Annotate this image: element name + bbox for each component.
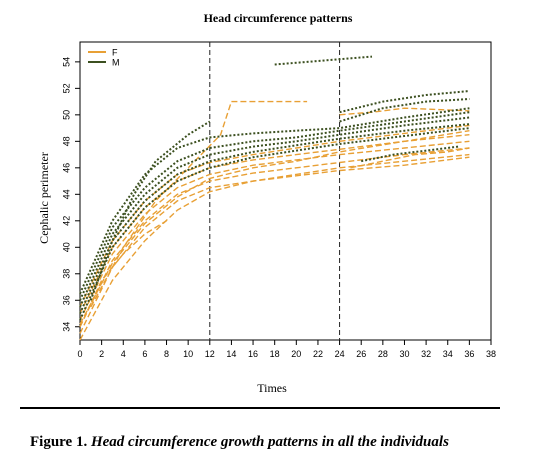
series-line-f xyxy=(79,220,167,328)
y-tick-label: 38 xyxy=(61,269,71,279)
x-tick-label: 32 xyxy=(421,349,431,359)
y-tick-label: 44 xyxy=(61,189,71,199)
x-tick-label: 38 xyxy=(486,349,496,359)
plot-frame xyxy=(79,41,492,341)
x-tick-label: 18 xyxy=(270,349,280,359)
x-tick-label: 10 xyxy=(183,349,193,359)
series-line-f xyxy=(79,134,470,314)
figure-caption: Figure 1. Head circumference growth patt… xyxy=(30,434,520,451)
y-tick-label: 42 xyxy=(61,216,71,226)
x-tick-label: 16 xyxy=(248,349,258,359)
y-tick-label: 50 xyxy=(61,110,71,120)
series-line-f xyxy=(350,147,470,169)
series-line-m xyxy=(79,127,470,321)
x-tick-label: 30 xyxy=(399,349,409,359)
x-tick-label: 34 xyxy=(443,349,453,359)
series-line-f xyxy=(79,130,470,325)
chart-title: Head circumference patterns xyxy=(204,11,353,25)
x-tick-label: 36 xyxy=(464,349,474,359)
series-line-f xyxy=(79,153,470,341)
x-tick-label: 26 xyxy=(356,349,366,359)
series-line-m xyxy=(274,55,373,66)
legend-label-m: M xyxy=(112,58,120,68)
legend-label-f: F xyxy=(112,48,118,58)
figure-label: Figure 1. xyxy=(30,434,88,450)
x-tick-label: 8 xyxy=(164,349,169,359)
x-tick-label: 0 xyxy=(77,349,82,359)
x-tick-label: 28 xyxy=(378,349,388,359)
x-tick-label: 14 xyxy=(226,349,236,359)
y-tick-label: 46 xyxy=(61,163,71,173)
y-axis-label: Cephalic perimeter xyxy=(37,152,51,244)
series-line-m xyxy=(89,120,211,301)
y-tick-label: 34 xyxy=(61,322,71,332)
series-line-m xyxy=(361,145,459,163)
series-line-m xyxy=(339,90,470,114)
x-tick-label: 6 xyxy=(142,349,147,359)
series-line-f xyxy=(79,140,470,321)
x-axis-label: Times xyxy=(257,381,287,395)
series-line-m xyxy=(79,123,470,314)
series-line-f xyxy=(90,101,233,308)
y-tick-label: 48 xyxy=(61,136,71,146)
x-tick-label: 12 xyxy=(205,349,215,359)
figure-caption-text: Head circumference growth patterns in al… xyxy=(90,434,449,450)
series-line-f xyxy=(79,156,470,334)
x-tick-label: 20 xyxy=(291,349,301,359)
series-line-m xyxy=(79,107,470,295)
x-tick-label: 22 xyxy=(313,349,323,359)
x-tick-label: 2 xyxy=(99,349,104,359)
x-tick-label: 24 xyxy=(335,349,345,359)
y-tick-label: 36 xyxy=(61,295,71,305)
chart: Head circumference patterns Cephalic per… xyxy=(37,11,496,395)
y-tick-label: 52 xyxy=(61,83,71,93)
x-tick-label: 4 xyxy=(121,349,126,359)
caption-divider xyxy=(20,407,500,409)
series-line-f xyxy=(79,147,470,328)
y-tick-label: 54 xyxy=(61,57,71,67)
series-line-f xyxy=(339,107,470,116)
y-tick-label: 40 xyxy=(61,242,71,252)
series-line-m xyxy=(79,116,470,308)
